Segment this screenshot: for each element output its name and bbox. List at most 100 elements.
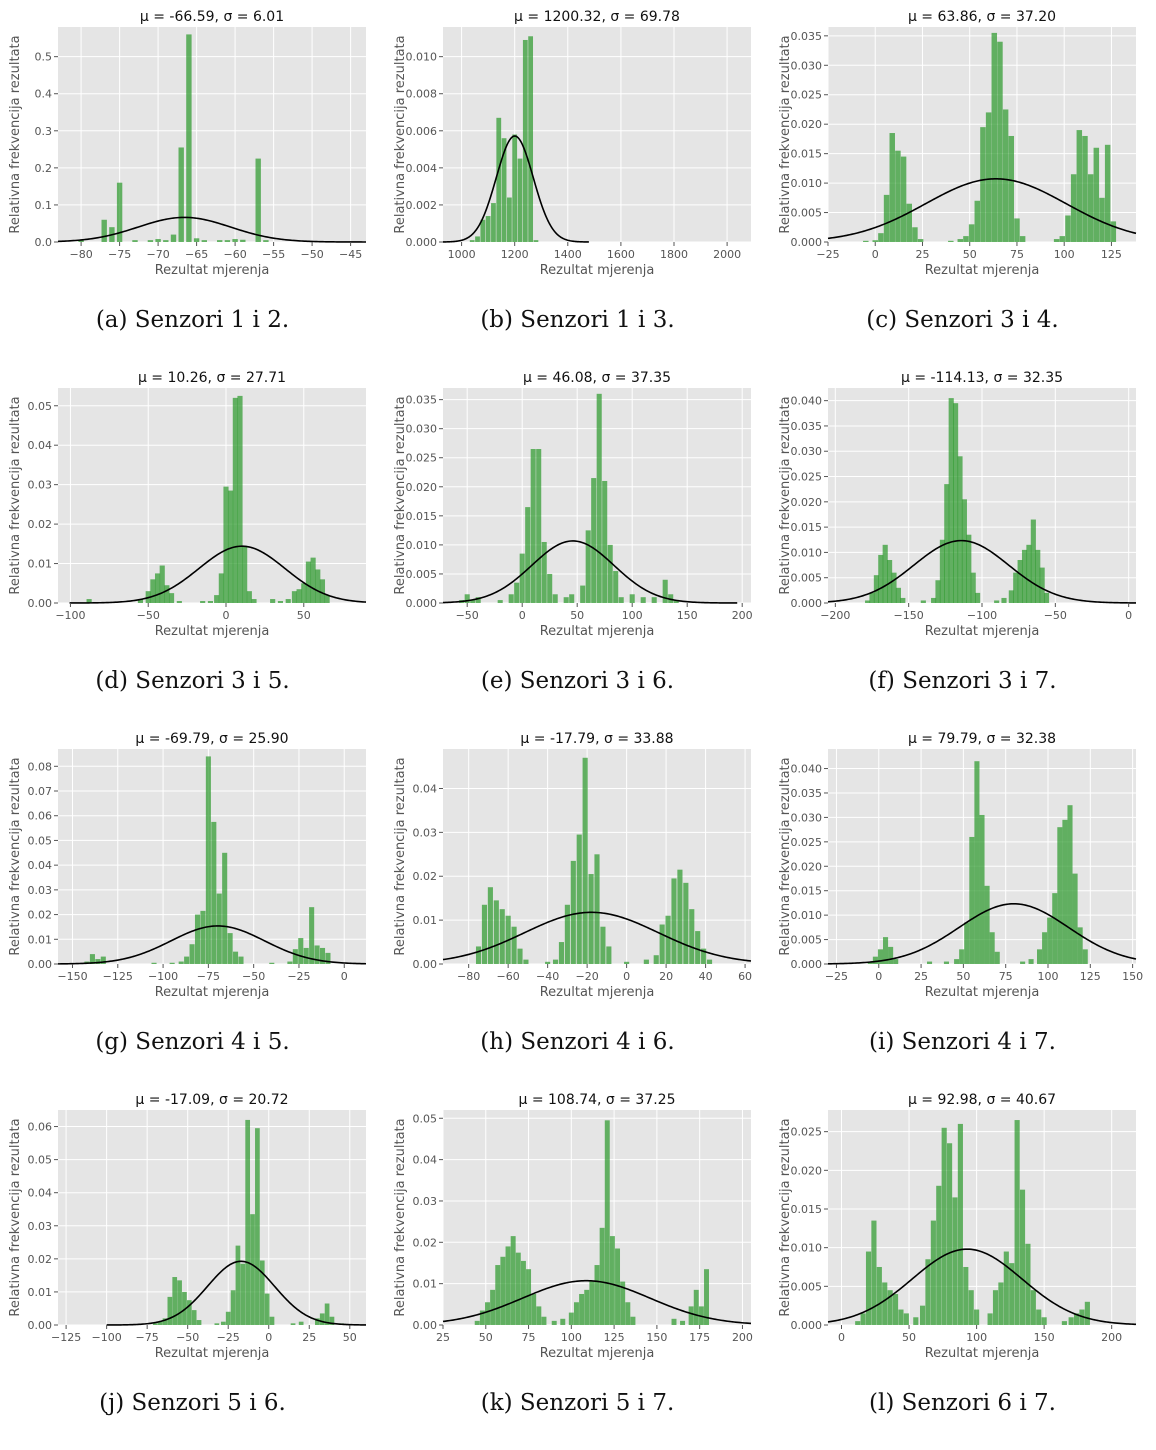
y-tick-label: 0.040 bbox=[791, 395, 823, 408]
histogram-bar bbox=[485, 1302, 490, 1325]
y-tick-label: 0.025 bbox=[406, 452, 438, 465]
x-tick-label: 75 bbox=[522, 1331, 536, 1344]
y-tick-label: 0.06 bbox=[28, 1121, 53, 1134]
x-tick-label: −60 bbox=[497, 970, 520, 983]
histogram-bar bbox=[515, 1252, 521, 1325]
histogram-bar bbox=[469, 240, 475, 242]
histogram-bar bbox=[954, 959, 960, 964]
x-tick-label: −100 bbox=[967, 609, 997, 622]
normal-fit-curve bbox=[442, 911, 752, 962]
x-tick-label: 50 bbox=[343, 1331, 357, 1344]
y-tick-label: 0.040 bbox=[791, 763, 823, 776]
x-tick-label: −100 bbox=[148, 970, 178, 983]
histogram-bar bbox=[948, 398, 954, 603]
x-tick-label: 200 bbox=[732, 609, 753, 622]
histogram-bar bbox=[579, 1293, 585, 1325]
histogram-bar bbox=[137, 599, 144, 603]
histogram-bar bbox=[1002, 109, 1009, 242]
subfigure-caption: (h) Senzori 4 i 6. bbox=[480, 1029, 675, 1055]
y-tick-label: 0.04 bbox=[413, 1154, 438, 1167]
y-tick-label: 0.01 bbox=[413, 914, 438, 927]
histogram-bar bbox=[877, 949, 883, 964]
histogram-bar bbox=[501, 138, 507, 242]
x-tick-label: 0 bbox=[341, 970, 348, 983]
histogram-bar bbox=[964, 922, 970, 964]
histogram-bar bbox=[898, 1309, 904, 1325]
histogram-bar bbox=[936, 1185, 942, 1325]
x-tick-label: 50 bbox=[297, 609, 311, 622]
x-tick-label: 2000 bbox=[713, 248, 741, 261]
y-axis-label: Relativna frekvencija rezultata bbox=[778, 1118, 793, 1316]
histogram-bar bbox=[1062, 819, 1068, 964]
y-tick-label: 0.005 bbox=[406, 568, 438, 581]
y-tick-label: 0.025 bbox=[791, 836, 823, 849]
histogram-bar bbox=[78, 240, 84, 242]
y-tick-label: 0.4 bbox=[35, 88, 53, 101]
x-tick-label: 60 bbox=[738, 970, 752, 983]
y-tick-label: 0.002 bbox=[406, 199, 438, 212]
histogram-bar bbox=[238, 956, 244, 964]
histogram-bar bbox=[939, 539, 945, 603]
histogram-bar bbox=[500, 1256, 506, 1325]
histogram-bar bbox=[704, 1269, 709, 1325]
histogram-bar bbox=[519, 553, 525, 603]
y-tick-label: 0.02 bbox=[413, 1236, 438, 1249]
histogram-bar bbox=[979, 814, 985, 964]
y-tick-label: 0.020 bbox=[791, 1164, 823, 1177]
y-axis-label: Relativna frekvencija rezultata bbox=[393, 396, 408, 594]
subfigure-caption: (j) Senzori 5 i 6. bbox=[99, 1390, 286, 1416]
histogram-panel: −100 −50 0 50 0.00 0.01 0.02 0.03 0.04 0.05 μ = 10… bbox=[0, 368, 385, 728]
histogram-bar bbox=[659, 924, 665, 964]
histogram-bar bbox=[930, 1220, 936, 1325]
histogram-bar bbox=[495, 1265, 501, 1325]
subfigure-caption: (f) Senzori 3 i 7. bbox=[868, 668, 1057, 694]
y-tick-label: 0.03 bbox=[413, 826, 438, 839]
normal-fit-curve bbox=[827, 1248, 1137, 1326]
y-tick-label: 0.00 bbox=[413, 958, 438, 971]
histogram-bar bbox=[1084, 1301, 1090, 1325]
histogram-bar bbox=[1077, 927, 1083, 964]
y-tick-label: 0.00 bbox=[28, 597, 53, 610]
x-axis-label: Rezultat mjerenja bbox=[540, 985, 655, 1000]
histogram-bar bbox=[228, 490, 234, 603]
histogram-bar bbox=[855, 1321, 861, 1325]
histogram-bar bbox=[1041, 1317, 1047, 1325]
y-tick-label: 0.035 bbox=[406, 394, 438, 407]
histogram-bar bbox=[609, 1236, 615, 1325]
x-tick-label: −50 bbox=[300, 248, 323, 261]
histogram-bar bbox=[1087, 174, 1094, 242]
histogram-bar bbox=[997, 41, 1003, 242]
histogram-bar bbox=[980, 127, 986, 242]
histogram-bar bbox=[1082, 949, 1088, 964]
histogram-bar bbox=[1039, 567, 1045, 603]
x-tick-label: −45 bbox=[339, 248, 362, 261]
histogram-bar bbox=[147, 240, 154, 242]
x-tick-label: 1400 bbox=[554, 248, 582, 261]
x-tick-label: 0 bbox=[1125, 609, 1132, 622]
x-tick-label: 150 bbox=[1034, 1331, 1055, 1344]
histogram-bar bbox=[653, 955, 659, 964]
y-tick-label: 0.02 bbox=[28, 518, 53, 531]
histogram-bar bbox=[285, 599, 291, 603]
histogram-bar bbox=[887, 560, 893, 603]
histogram-bar bbox=[1036, 1309, 1042, 1325]
histogram-bar bbox=[651, 597, 657, 603]
histogram-bar bbox=[599, 1227, 605, 1325]
y-tick-label: 0.03 bbox=[28, 1220, 53, 1233]
x-tick-label: −125 bbox=[51, 1331, 81, 1344]
histogram-bar bbox=[505, 1246, 511, 1325]
histogram-bar bbox=[602, 480, 608, 603]
y-tick-label: 0.01 bbox=[413, 1278, 438, 1291]
histogram-bar bbox=[475, 236, 480, 242]
histogram-bar bbox=[919, 1305, 926, 1325]
histogram-bar bbox=[630, 1316, 636, 1325]
y-axis-label: Relativna frekvencija rezultata bbox=[393, 757, 408, 955]
y-axis-label: Relativna frekvencija rezultata bbox=[8, 396, 23, 594]
y-tick-label: 0.006 bbox=[406, 125, 438, 138]
x-tick-label: 50 bbox=[479, 1331, 493, 1344]
x-tick-label: 1800 bbox=[660, 248, 688, 261]
histogram-bar bbox=[172, 1277, 178, 1325]
histogram-bar bbox=[671, 1318, 677, 1325]
subfigure-caption: (b) Senzori 1 i 3. bbox=[480, 307, 675, 333]
histogram-bar bbox=[496, 117, 502, 242]
